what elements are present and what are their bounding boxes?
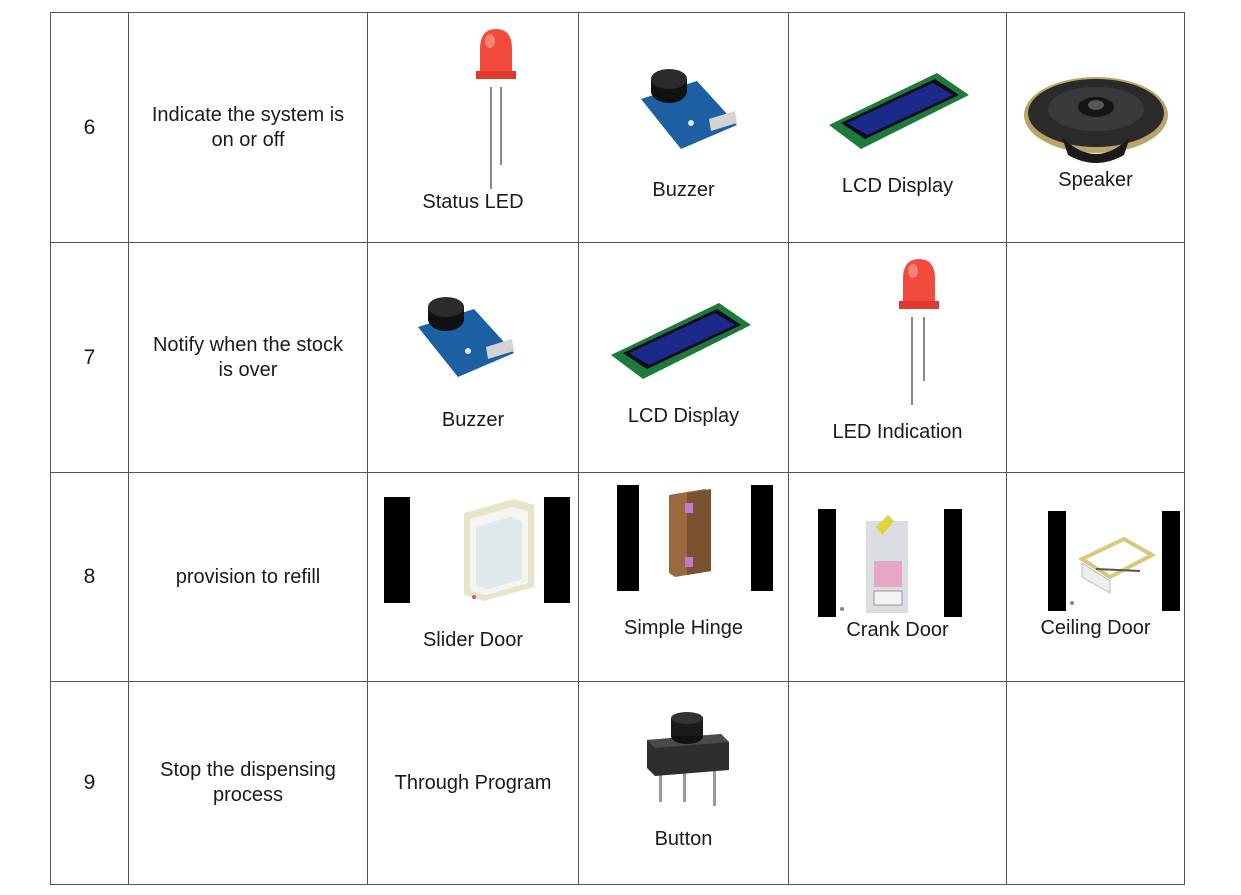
speaker-icon [1024, 77, 1168, 163]
option-cell-empty [1006, 681, 1185, 885]
option-cell: Speaker [1006, 12, 1185, 243]
option-cell: LCD Display [788, 12, 1007, 243]
buzzer-icon [418, 297, 514, 377]
option-cell-empty [1006, 242, 1185, 473]
option-cell: Ceiling Door [1006, 472, 1185, 682]
table-row: 7 Notify when the stock is over Buzzer L… [50, 242, 1185, 473]
function-description: Indicate the system is on or off [128, 12, 368, 243]
option-cell: Buzzer [578, 12, 789, 243]
option-cell: Slider Door [367, 472, 579, 682]
option-cell: LED Indication [788, 242, 1007, 473]
function-description: provision to refill [128, 472, 368, 682]
option-cell: Button [578, 681, 789, 885]
option-label: Buzzer [652, 179, 715, 201]
morphological-chart-table: 6 Indicate the system is on or off Statu… [50, 12, 1185, 885]
crank-door-icon [818, 509, 962, 617]
option-cell-empty [788, 681, 1007, 885]
option-cell: Simple Hinge [578, 472, 789, 682]
table-row: 8 provision to refill Slider Door [50, 472, 1185, 682]
row-number: 9 [50, 681, 129, 885]
table-row: 6 Indicate the system is on or off Statu… [50, 12, 1185, 243]
option-label: LCD Display [627, 405, 740, 427]
option-label: Slider Door [422, 629, 524, 651]
slider-door-icon [384, 497, 570, 603]
option-label: Ceiling Door [1040, 617, 1151, 639]
option-cell: LCD Display [578, 242, 789, 473]
option-label: Status LED [422, 191, 524, 213]
lcd-display-icon [611, 303, 751, 379]
led-icon [899, 259, 939, 405]
row-number: 8 [50, 472, 129, 682]
option-cell: Status LED [367, 12, 579, 243]
row-number: 7 [50, 242, 129, 473]
function-description: Stop the dispensing process [128, 681, 368, 885]
row-number: 6 [50, 12, 129, 243]
table-row: 9 Stop the dispensing process Through Pr… [50, 681, 1185, 885]
option-label: LCD Display [841, 175, 954, 197]
function-description: Notify when the stock is over [128, 242, 368, 473]
push-button-icon [647, 712, 729, 806]
lcd-display-icon [829, 73, 969, 149]
option-label: Button [654, 828, 713, 850]
option-label: Buzzer [441, 409, 505, 431]
option-cell: Through Program [367, 681, 579, 885]
simple-hinge-icon [617, 485, 773, 591]
ceiling-door-icon [1048, 511, 1180, 611]
option-cell: Buzzer [367, 242, 579, 473]
led-icon [476, 29, 516, 189]
option-label: Speaker [1058, 169, 1133, 191]
option-label: LED Indication [832, 421, 963, 443]
option-label: Simple Hinge [624, 617, 743, 639]
option-cell: Crank Door [788, 472, 1007, 682]
buzzer-icon [641, 69, 737, 149]
option-label: Crank Door [846, 619, 949, 641]
